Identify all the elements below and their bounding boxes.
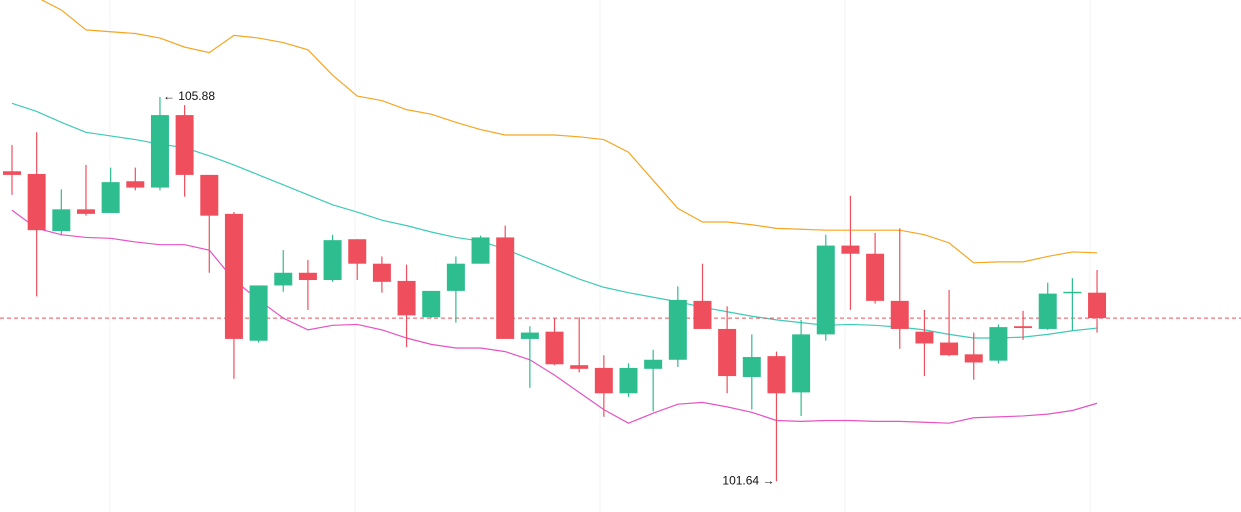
candle-body [422,290,441,318]
candle-body [890,300,909,329]
candle-body [27,173,46,231]
candle-body [372,263,391,282]
high-label: ← 105.88 [163,89,215,103]
candle-body [594,367,613,394]
candle-body [446,263,465,291]
candle-body [668,299,687,360]
candle-body [619,367,638,394]
candle-body [1014,326,1033,329]
candle-body [3,171,21,175]
candle-body [964,354,983,363]
candle-body [767,356,786,394]
candle-body [570,365,589,369]
candle-body [101,182,120,213]
low-label: 101.64 → [722,473,774,487]
candle-body [397,280,416,316]
candle-body [126,181,145,188]
candle-body [348,239,367,264]
candle-body [989,327,1008,361]
candle-body [1038,293,1057,329]
candle-body [175,115,194,175]
candle-body [644,359,663,369]
candle-body [323,240,342,281]
candle-body [545,331,564,365]
candle-body [76,209,95,214]
candle-body [1088,292,1107,319]
candle-body [224,213,243,339]
candle-body [693,300,712,329]
candle-body [841,245,860,254]
candle-body [816,245,835,335]
candle-body [520,332,539,339]
candle-body [274,272,293,286]
candle-body [940,342,959,356]
candle-body [915,331,934,344]
candle-body [742,357,761,377]
candle-body [496,237,515,339]
candle-body [249,285,268,341]
candle-body [150,115,169,188]
band-line [11,209,1098,424]
candle-body [200,174,219,216]
candle-body [792,334,811,393]
candle-body [298,272,317,281]
candle-body [718,328,737,377]
band-line [40,0,1098,264]
candle-body [866,253,885,301]
candle-body [471,237,490,264]
candle-body [1063,291,1082,294]
candle-body [52,209,71,232]
